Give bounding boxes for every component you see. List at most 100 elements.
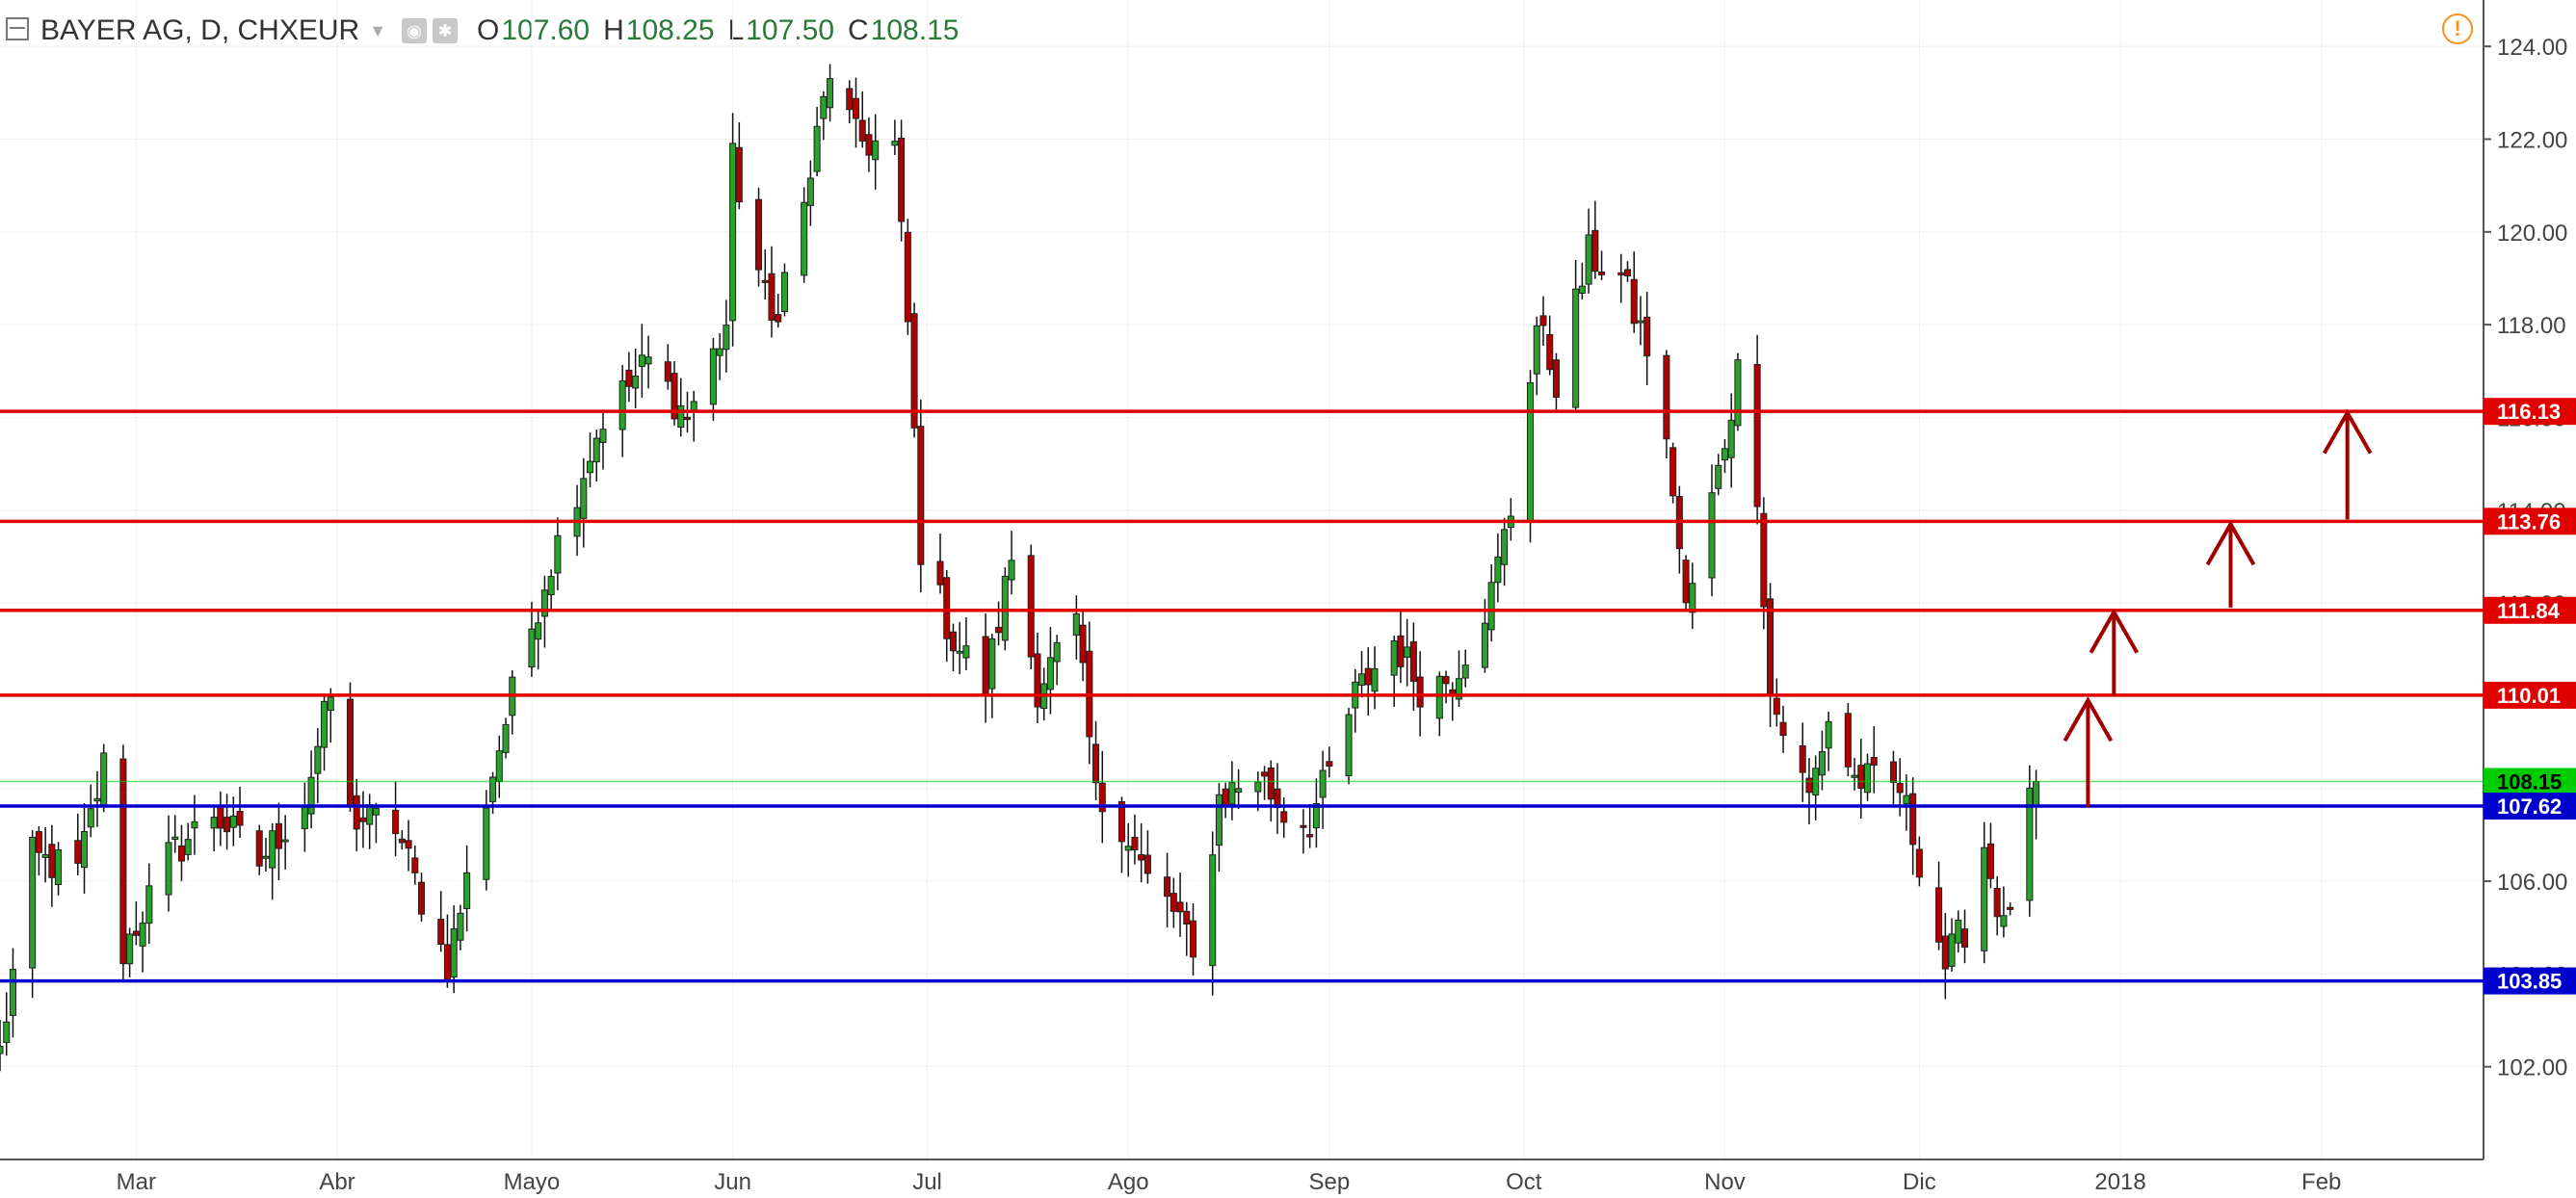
- candle: [210, 817, 218, 829]
- candle: [599, 429, 607, 443]
- candle: [898, 137, 906, 222]
- candle: [1721, 448, 1728, 461]
- candle: [1981, 846, 1988, 951]
- candle: [852, 97, 860, 119]
- level-price-label: 103.85: [2497, 970, 2562, 994]
- candle: [1027, 555, 1035, 658]
- candle: [1870, 756, 1878, 767]
- candle: [1903, 794, 1910, 805]
- candle: [1001, 575, 1009, 641]
- candle: [1585, 234, 1592, 285]
- candle: [145, 885, 153, 925]
- candle: [1261, 771, 1269, 777]
- candle: [489, 776, 497, 802]
- candle: [74, 840, 82, 864]
- candle: [93, 797, 101, 802]
- x-tick-label: 2018: [2094, 1169, 2145, 1195]
- candle: [87, 808, 94, 828]
- candle: [1909, 793, 1917, 846]
- candle: [592, 437, 600, 463]
- candle: [55, 849, 63, 886]
- candle: [1986, 843, 1994, 879]
- candle: [262, 855, 270, 859]
- candle: [1682, 560, 1690, 604]
- candle: [644, 356, 652, 365]
- candle: [1449, 689, 1457, 695]
- candle: [723, 325, 730, 351]
- candle: [139, 923, 146, 947]
- candle: [275, 822, 282, 849]
- candle: [1669, 447, 1677, 497]
- alert-icon[interactable]: !: [2442, 13, 2473, 44]
- candle: [3, 1021, 11, 1043]
- candle: [1779, 721, 1787, 737]
- candle: [126, 933, 134, 965]
- candle: [1552, 359, 1560, 398]
- candle: [1663, 354, 1670, 440]
- candle: [1357, 673, 1366, 686]
- x-tick-label: Oct: [1506, 1169, 1542, 1195]
- candle: [417, 881, 426, 915]
- candle: [535, 622, 542, 640]
- arrow-head: [2063, 696, 2114, 742]
- candle: [1138, 854, 1145, 861]
- candle: [217, 806, 224, 829]
- candle: [1435, 675, 1443, 719]
- chevron-down-icon[interactable]: ▼: [369, 20, 387, 40]
- eye-icon[interactable]: ◉: [402, 18, 428, 43]
- symbol-title[interactable]: BAYER AG, D, CHXEUR: [40, 14, 360, 46]
- arrow-head: [2322, 408, 2373, 455]
- candle: [119, 758, 127, 965]
- candle: [1409, 640, 1417, 682]
- level-price-tag: [2484, 793, 2576, 820]
- candle: [165, 842, 172, 896]
- x-tick-label: Jul: [912, 1169, 942, 1195]
- candle: [1046, 657, 1054, 690]
- candle: [398, 838, 406, 844]
- candle: [891, 141, 899, 146]
- candle: [1708, 492, 1716, 579]
- candle: [735, 146, 743, 203]
- candle: [405, 840, 412, 849]
- candle: [1209, 854, 1217, 967]
- candle: [1117, 800, 1126, 843]
- candle: [904, 231, 911, 323]
- y-tick-label: 106.00: [2497, 870, 2567, 896]
- candle: [1960, 928, 1969, 948]
- candle: [936, 560, 944, 586]
- y-tick-label: 122.00: [2497, 127, 2567, 153]
- candle: [437, 918, 445, 946]
- candle: [962, 645, 970, 659]
- candle: [547, 576, 555, 596]
- candle: [632, 376, 640, 389]
- candle: [677, 404, 685, 429]
- candle: [1481, 622, 1488, 668]
- candle: [1993, 888, 2001, 918]
- candle: [1215, 794, 1222, 846]
- level-price-label: 107.62: [2497, 794, 2562, 819]
- candle: [1773, 697, 1780, 716]
- x-tick-label: Sep: [1309, 1169, 1351, 1195]
- candle: [1034, 653, 1041, 708]
- level-price-tag: [2484, 768, 2576, 795]
- candle: [1617, 272, 1625, 275]
- candle: [1630, 278, 1638, 325]
- candle: [457, 912, 464, 941]
- candle: [846, 88, 854, 111]
- candle: [184, 839, 192, 855]
- candle: [1404, 646, 1411, 658]
- candle: [1955, 919, 1962, 944]
- gear-icon[interactable]: ✱: [433, 18, 459, 43]
- menu-icon[interactable]: [6, 17, 29, 40]
- arrow-head: [2089, 608, 2140, 654]
- candle: [1734, 359, 1742, 427]
- x-tick-label: Nov: [1704, 1169, 1746, 1195]
- candle: [314, 745, 322, 774]
- x-tick-label: Mayo: [504, 1169, 561, 1195]
- level-price-tag: [2484, 681, 2576, 709]
- candle: [392, 809, 400, 835]
- candle: [1364, 667, 1372, 686]
- candle: [540, 589, 548, 617]
- candle: [1312, 803, 1320, 829]
